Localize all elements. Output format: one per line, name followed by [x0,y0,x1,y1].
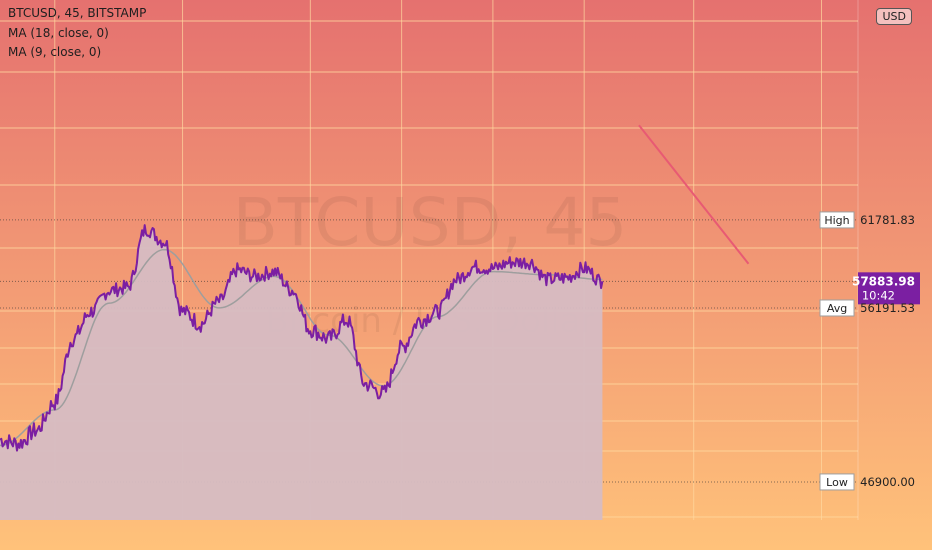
trend-line[interactable] [638,124,750,265]
price-tag-text: Low [826,476,848,489]
ma18-line [0,248,603,447]
price-tag-avg: Avg [819,299,855,317]
price-area-fill [0,225,603,520]
current-price-value: 57883.98 [852,274,915,288]
price-tag-low: Low [819,473,855,491]
price-line [0,224,604,452]
price-tag-value: 46900.00 [860,475,915,489]
watermark-symbol: BTCUSD, 45 [233,184,628,261]
trend-layer [638,124,750,265]
price-tag-high: High [819,211,855,229]
price-tag-text: High [824,214,849,227]
legend-symbol[interactable]: BTCUSD, 45, BITSTAMP [8,6,147,20]
price-tag-text: Avg [827,302,847,315]
price-tag-value: 56191.53 [860,301,915,315]
current-price-countdown: 10:42 [862,288,895,302]
currency-badge[interactable]: USD [876,8,912,25]
legend-ma18[interactable]: MA (18, close, 0) [8,26,109,40]
price-tag-value: 61781.83 [860,213,915,227]
legend-ma9[interactable]: MA (9, close, 0) [8,45,102,59]
series [0,224,604,520]
